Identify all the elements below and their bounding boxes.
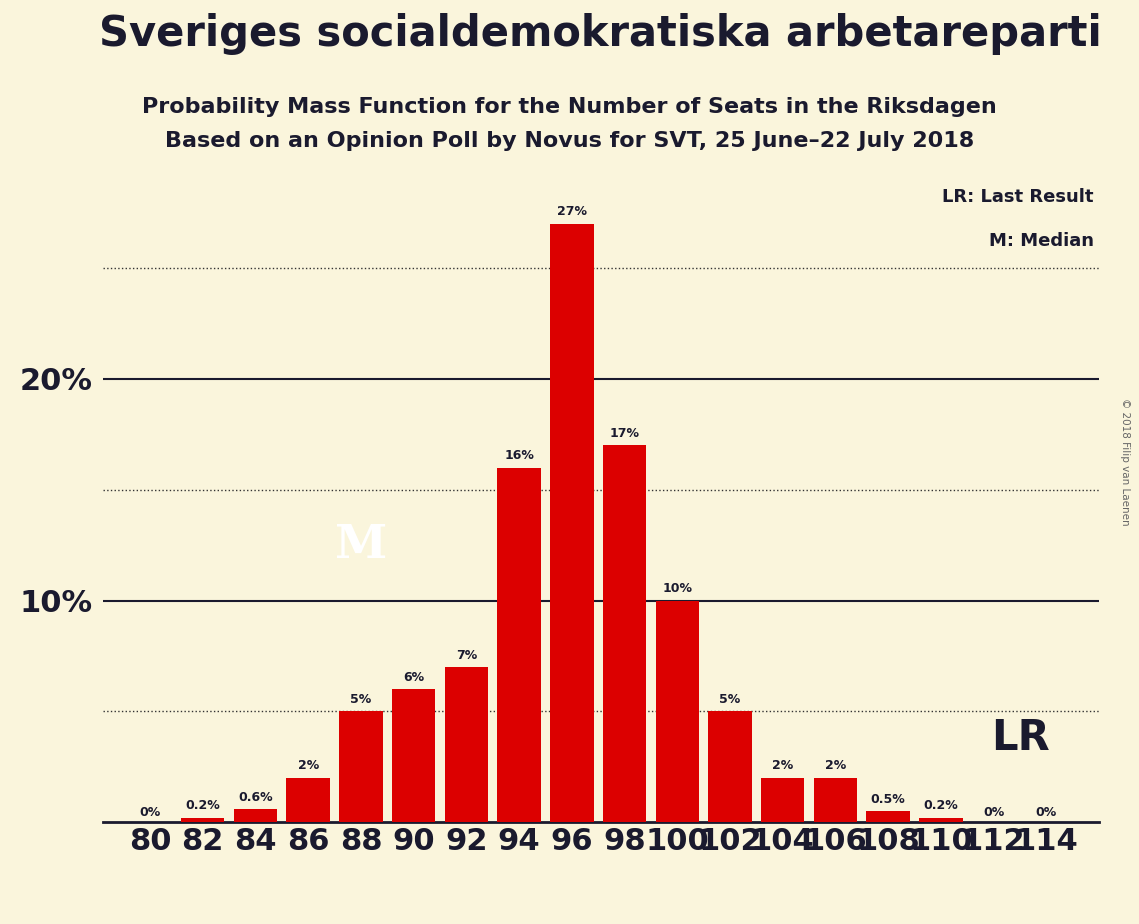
Text: Probability Mass Function for the Number of Seats in the Riksdagen: Probability Mass Function for the Number… — [142, 97, 997, 117]
Text: 0.6%: 0.6% — [238, 791, 272, 804]
Text: © 2018 Filip van Laenen: © 2018 Filip van Laenen — [1121, 398, 1130, 526]
Text: M: Median: M: Median — [989, 232, 1093, 250]
Bar — [656, 601, 699, 822]
Bar — [444, 667, 489, 822]
Bar — [761, 778, 804, 822]
Bar — [286, 778, 330, 822]
Text: 27%: 27% — [557, 205, 587, 218]
Text: 0%: 0% — [983, 806, 1005, 819]
Text: 6%: 6% — [403, 671, 424, 684]
Bar — [603, 445, 646, 822]
Title: Sveriges socialdemokratiska arbetareparti: Sveriges socialdemokratiska arbetarepart… — [99, 13, 1103, 55]
Text: 2%: 2% — [825, 760, 846, 772]
Text: 0%: 0% — [1035, 806, 1057, 819]
Text: 5%: 5% — [351, 693, 371, 706]
Text: 0%: 0% — [139, 806, 161, 819]
Bar — [919, 818, 962, 822]
Bar — [392, 689, 435, 822]
Text: 5%: 5% — [720, 693, 740, 706]
Bar — [498, 468, 541, 822]
Text: 2%: 2% — [297, 760, 319, 772]
Bar — [550, 224, 593, 822]
Text: Based on an Opinion Poll by Novus for SVT, 25 June–22 July 2018: Based on an Opinion Poll by Novus for SV… — [165, 131, 974, 152]
Text: 2%: 2% — [772, 760, 794, 772]
Text: 16%: 16% — [505, 449, 534, 462]
Text: 0.5%: 0.5% — [871, 793, 906, 806]
Text: 10%: 10% — [662, 582, 693, 595]
Text: 0.2%: 0.2% — [924, 799, 958, 812]
Text: LR: Last Result: LR: Last Result — [942, 188, 1093, 206]
Text: M: M — [335, 522, 387, 568]
Text: 0.2%: 0.2% — [186, 799, 220, 812]
Bar — [867, 811, 910, 822]
Text: LR: LR — [991, 717, 1049, 760]
Bar — [339, 711, 383, 822]
Text: 17%: 17% — [609, 427, 640, 440]
Bar — [181, 818, 224, 822]
Bar — [813, 778, 858, 822]
Text: 7%: 7% — [456, 649, 477, 662]
Bar — [708, 711, 752, 822]
Bar — [233, 809, 277, 822]
